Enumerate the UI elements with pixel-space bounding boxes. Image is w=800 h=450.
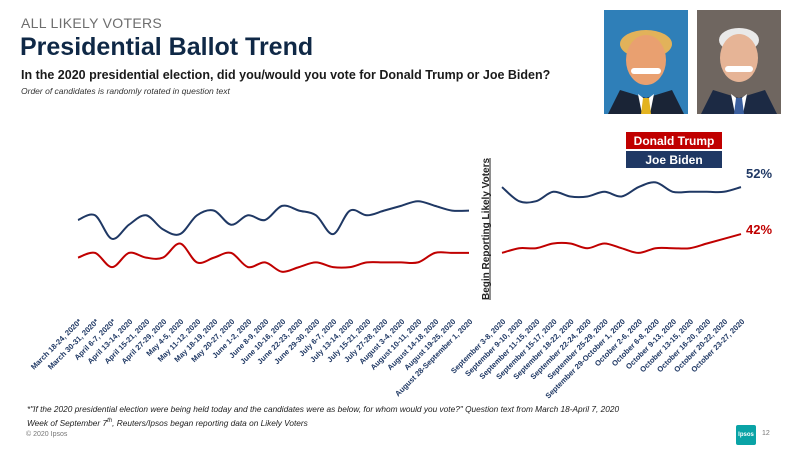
- legend: Donald Trump Joe Biden: [626, 132, 722, 168]
- trump-photo: [604, 10, 688, 114]
- footnote-line-1: *"If the 2020 presidential election were…: [27, 404, 620, 414]
- supertitle: ALL LIKELY VOTERS: [21, 15, 163, 31]
- biden-photo: [697, 10, 781, 114]
- legend-biden-label: Joe Biden: [645, 153, 702, 167]
- legend-trump-label: Donald Trump: [634, 134, 715, 148]
- ipsos-logo: Ipsos: [736, 425, 756, 445]
- trump-line-segment-1: [77, 242, 469, 273]
- biden-line-segment-2: [501, 181, 742, 204]
- footnote: *"If the 2020 presidential election were…: [27, 404, 619, 429]
- page-number: 12: [762, 430, 770, 437]
- rotation-note: Order of candidates is randomly rotated …: [21, 86, 230, 96]
- footnote-line-2: Week of September 7th, Reuters/Ipsos beg…: [27, 417, 308, 428]
- copyright: © 2020 Ipsos: [26, 431, 68, 438]
- legend-biden-swatch: [626, 151, 722, 168]
- biden-end-label: 52%: [746, 166, 772, 181]
- divider-label: Begin Reporting Likely Voters: [481, 158, 492, 300]
- legend-trump-swatch: [626, 132, 722, 149]
- trump-end-label: 42%: [746, 222, 772, 237]
- page-title: Presidential Ballot Trend: [20, 33, 314, 61]
- survey-question: In the 2020 presidential election, did y…: [21, 68, 551, 82]
- biden-line-segment-1: [77, 200, 470, 240]
- trump-line-segment-2: [501, 233, 742, 254]
